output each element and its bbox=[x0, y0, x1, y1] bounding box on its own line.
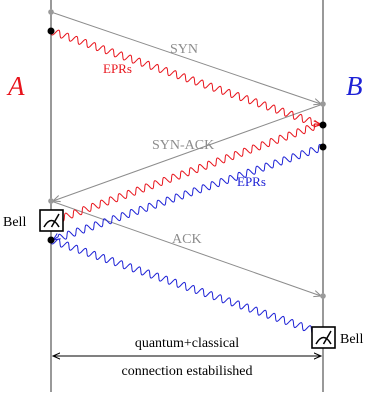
bell-measurement-a: Bell bbox=[3, 209, 64, 232]
epr-recv-dot-a bbox=[47, 236, 55, 244]
syn-ack-label: SYN-ACK bbox=[152, 138, 214, 153]
bell-measurement-b: Bell bbox=[311, 326, 363, 349]
bell-measurement-icon bbox=[39, 209, 64, 232]
party-b-label: B bbox=[346, 71, 363, 101]
epr-stream-red-1 bbox=[50, 29, 321, 125]
epr-recv-dot-b bbox=[319, 121, 327, 129]
syn-recv-dot bbox=[320, 101, 326, 107]
syn-ack-recv-dot bbox=[48, 198, 54, 204]
ack-label: ACK bbox=[172, 232, 202, 247]
epr-stream-red-2 bbox=[50, 124, 321, 225]
bell-label-a: Bell bbox=[3, 215, 26, 230]
epr-stream-blue-2 bbox=[50, 238, 321, 334]
epr-send-dot-a bbox=[47, 27, 55, 35]
syn-label: SYN bbox=[170, 42, 198, 57]
epr-label-red: EPRs bbox=[103, 61, 132, 76]
syn-arrow bbox=[50, 11, 321, 104]
epr-label-blue: EPRs bbox=[237, 174, 266, 189]
bell-measurement-icon bbox=[311, 326, 336, 349]
epr-stream-blue-1 bbox=[53, 144, 324, 240]
syn-send-dot bbox=[48, 9, 54, 15]
ack-arrow bbox=[50, 200, 321, 296]
syn-ack-arrow bbox=[53, 103, 324, 201]
connection-line1: quantum+classical bbox=[135, 336, 239, 351]
ack-recv-dot bbox=[320, 293, 326, 299]
party-a-label: A bbox=[6, 71, 25, 101]
connection-line2: connection estabilished bbox=[121, 364, 252, 379]
epr-send-dot-b bbox=[319, 143, 327, 151]
bell-label-b: Bell bbox=[340, 332, 363, 347]
